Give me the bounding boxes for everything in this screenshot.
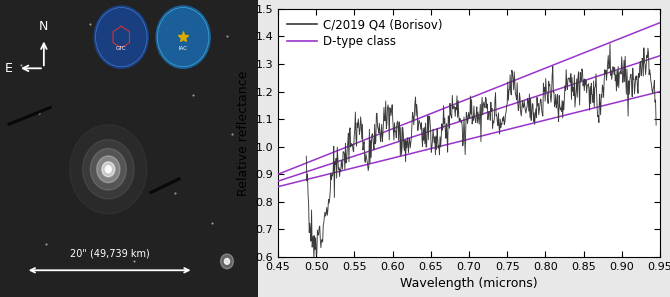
Circle shape — [102, 162, 115, 177]
Text: IAC: IAC — [179, 45, 188, 50]
Circle shape — [220, 254, 233, 269]
X-axis label: Wavelength (microns): Wavelength (microns) — [400, 277, 538, 290]
Text: 20" (49,739 km): 20" (49,739 km) — [70, 248, 149, 258]
Legend: C/2019 Q4 (Borisov), D-type class: C/2019 Q4 (Borisov), D-type class — [284, 15, 446, 51]
Text: GTC: GTC — [116, 45, 127, 50]
Text: N: N — [39, 20, 48, 33]
Circle shape — [96, 156, 120, 183]
Y-axis label: Relative reflectance: Relative reflectance — [237, 70, 250, 196]
Circle shape — [94, 6, 148, 68]
Circle shape — [82, 140, 134, 199]
Circle shape — [90, 148, 127, 190]
Text: E: E — [5, 62, 13, 75]
Circle shape — [105, 166, 111, 173]
Circle shape — [224, 258, 230, 264]
Circle shape — [156, 6, 210, 68]
Circle shape — [107, 168, 110, 171]
